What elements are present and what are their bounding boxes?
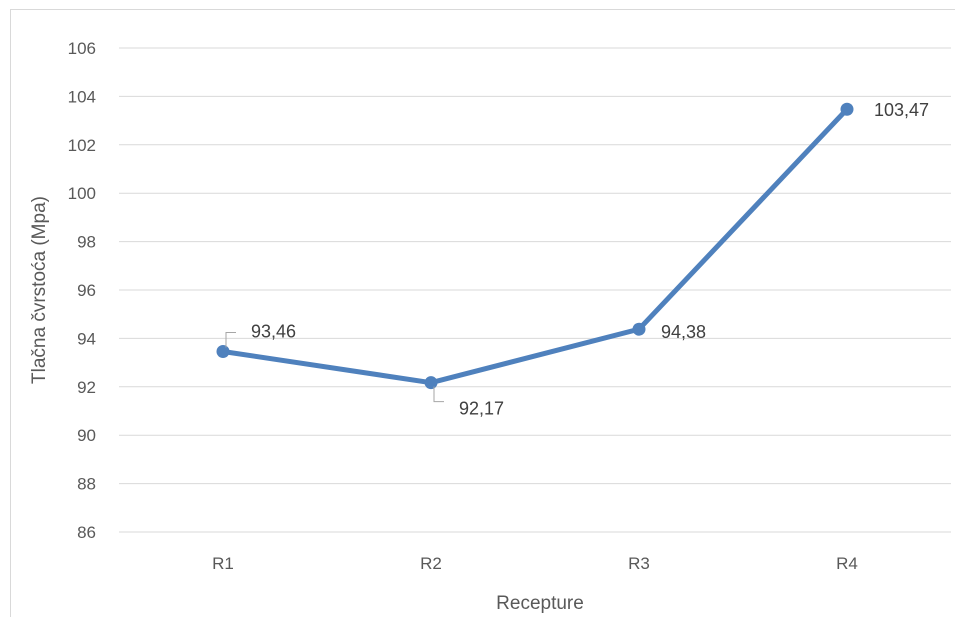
y-axis-title: Tlačna čvrstoća (Mpa) — [29, 196, 50, 384]
y-axis-tick-labels: 86 88 90 92 94 96 98 100 102 104 106 — [68, 39, 96, 542]
data-point — [216, 344, 230, 358]
x-tick-label: R4 — [836, 554, 858, 573]
y-tick-label: 98 — [77, 233, 96, 252]
y-tick-label: 96 — [77, 281, 96, 300]
data-label: 93,46 — [251, 321, 296, 341]
y-tick-label: 102 — [68, 136, 96, 155]
x-tick-label: R3 — [628, 554, 650, 573]
data-label: 103,47 — [874, 100, 929, 120]
y-tick-label: 106 — [68, 39, 96, 58]
x-tick-label: R2 — [420, 554, 442, 573]
data-point — [424, 376, 438, 390]
series-line — [220, 106, 850, 386]
data-label-leader — [225, 331, 236, 348]
y-tick-label: 100 — [68, 184, 96, 203]
chart-frame — [10, 9, 955, 617]
data-point — [632, 322, 646, 336]
data-label-leader — [433, 386, 444, 403]
y-tick-label: 104 — [68, 87, 96, 106]
series-layer — [216, 102, 854, 390]
y-tick-label: 86 — [77, 523, 96, 542]
y-tick-label: 90 — [77, 426, 96, 445]
data-label: 92,17 — [459, 399, 504, 419]
y-tick-label: 94 — [77, 329, 96, 348]
data-point — [840, 102, 854, 116]
data-label: 94,38 — [661, 322, 706, 342]
data-labels: 93,46 92,17 94,38 103,47 — [225, 100, 929, 419]
gridlines — [119, 47, 951, 533]
y-tick-label: 88 — [77, 475, 96, 494]
y-tick-label: 92 — [77, 378, 96, 397]
x-tick-label: R1 — [212, 554, 234, 573]
x-axis-title: Recepture — [496, 593, 584, 614]
x-axis-tick-labels: R1 R2 R3 R4 — [212, 554, 858, 573]
